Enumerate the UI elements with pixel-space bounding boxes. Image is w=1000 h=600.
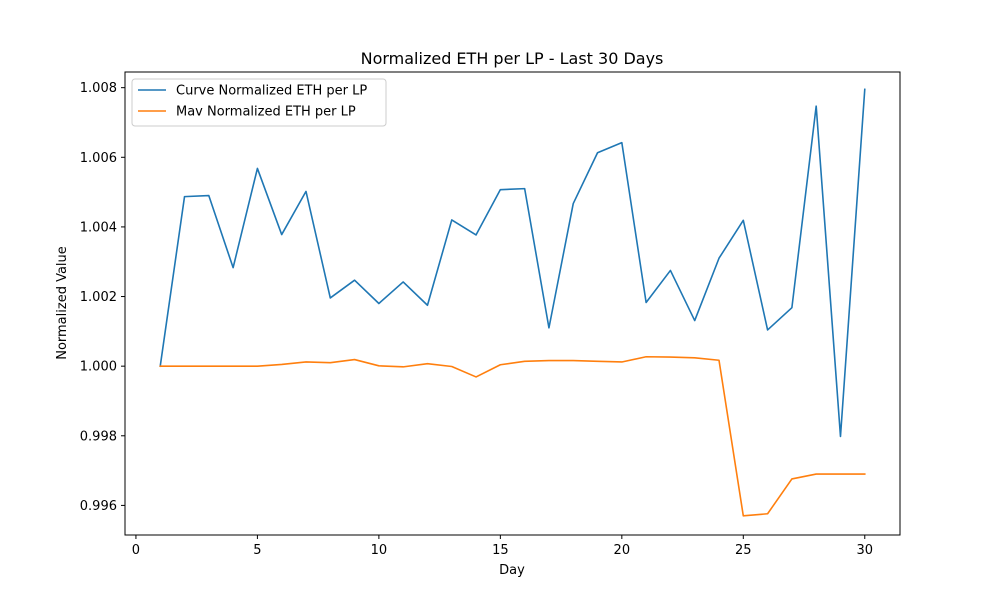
series-line-mav [159,355,866,517]
plot-area [124,71,901,536]
legend-label: Curve Normalized ETH per LP [176,84,367,99]
x-tick-label: 0 [132,543,140,558]
y-tick-label: 1.000 [80,360,117,375]
y-axis: 0.996 0.998 1.000 1.002 1.004 1.006 1.008 [80,81,125,514]
x-tick-label: 20 [614,543,631,558]
y-tick-label: 1.008 [80,81,117,96]
legend: Curve Normalized ETH per LP Mav Normalize… [131,78,387,127]
x-axis-label: Day [499,563,525,578]
y-tick-label: 1.004 [80,220,117,235]
x-tick-label: 30 [856,543,873,558]
y-tick-label: 1.006 [80,151,117,166]
x-tick-label: 10 [371,543,388,558]
x-tick-label: 15 [492,543,509,558]
chart-title: Normalized ETH per LP - Last 30 Days [361,49,664,68]
x-tick-label: 25 [735,543,752,558]
x-axis: 0 5 10 15 20 25 30 [132,535,873,558]
x-tick-label: 5 [253,543,261,558]
y-tick-label: 0.998 [80,429,117,444]
series-line-curve [159,88,866,438]
legend-box [131,78,387,127]
series-lines [159,88,866,517]
y-axis-label: Normalized Value [55,246,70,360]
y-tick-label: 1.002 [80,290,117,305]
y-tick-label: 0.996 [80,499,117,514]
legend-label: Mav Normalized ETH per LP [176,105,356,120]
